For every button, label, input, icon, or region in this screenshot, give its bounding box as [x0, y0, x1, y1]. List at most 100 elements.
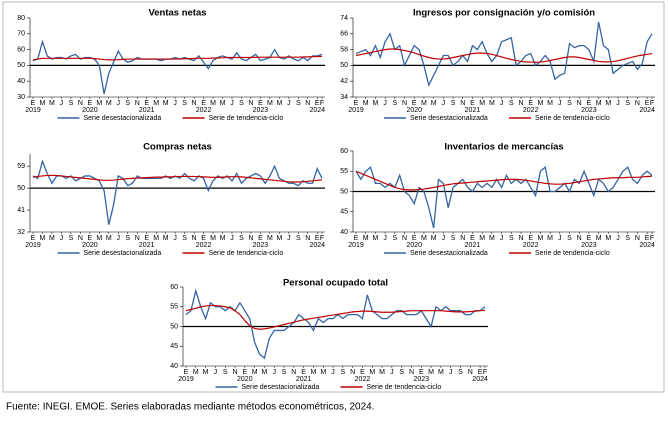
x-year-label: 2023: [253, 242, 269, 249]
chart-title: Ingresos por consignación y/o comisión: [413, 8, 595, 19]
x-tick-label: S: [451, 100, 456, 107]
y-tick-label: 60: [170, 284, 178, 291]
chart-title: Inventarios de mercancías: [444, 142, 563, 153]
x-tick-label: S: [282, 369, 287, 376]
x-tick-label: S: [239, 235, 244, 242]
x-year-label: 2024: [472, 376, 488, 383]
x-tick-label: J: [117, 100, 121, 107]
x-tick-label: E: [258, 235, 263, 242]
chart-title: Compras netas: [143, 142, 212, 153]
x-tick-label: M: [428, 369, 434, 376]
y-tick-label: 80: [17, 15, 25, 22]
x-tick-label: M: [596, 100, 602, 107]
x-tick-label: M: [267, 100, 273, 107]
x-tick-label: M: [163, 100, 169, 107]
x-tick-label: N: [192, 235, 197, 242]
x-year-label: 2024: [309, 107, 325, 114]
x-tick-label: N: [468, 369, 473, 376]
y-tick-label: 45: [340, 209, 348, 216]
x-tick-label: S: [182, 100, 187, 107]
x-tick-label: E: [587, 100, 592, 107]
x-tick-label: J: [331, 369, 335, 376]
x-tick-label: M: [596, 235, 602, 242]
x-tick-label: N: [402, 100, 407, 107]
y-tick-label: 74: [340, 15, 348, 22]
x-tick-label: E: [301, 369, 306, 376]
x-tick-label: S: [296, 235, 301, 242]
x-tick-label: E: [587, 235, 592, 242]
x-tick-label: J: [287, 235, 291, 242]
chart-title: Ventas netas: [148, 8, 206, 19]
x-tick-label: J: [383, 100, 387, 107]
x-year-label: 2022: [196, 242, 212, 249]
x-tick-label: S: [69, 100, 74, 107]
x-tick-label: M: [276, 235, 282, 242]
x-year-label: 2021: [139, 242, 155, 249]
series-line: [355, 170, 653, 191]
x-tick-label: N: [291, 369, 296, 376]
legend-label: Serie desestacionalizada: [84, 115, 162, 122]
series-line: [185, 288, 486, 360]
x-year-label: 2020: [406, 107, 422, 114]
x-tick-label: S: [125, 100, 130, 107]
x-tick-label: F: [320, 100, 324, 107]
x-tick-label: S: [296, 100, 301, 107]
x-tick-label: S: [341, 369, 346, 376]
x-year-label: 2019: [178, 376, 194, 383]
x-tick-label: S: [223, 369, 228, 376]
series-line: [32, 55, 323, 61]
x-tick-label: S: [69, 235, 74, 242]
y-tick-label: 42: [340, 78, 348, 85]
x-tick-label: E: [354, 235, 359, 242]
legend-label: Serie de tendencia-ciclo: [535, 250, 610, 257]
x-tick-label: F: [320, 235, 324, 242]
x-tick-label: M: [153, 235, 159, 242]
x-tick-label: E: [31, 100, 36, 107]
y-tick-label: 40: [340, 229, 348, 236]
x-tick-label: S: [567, 100, 572, 107]
x-tick-label: J: [442, 235, 446, 242]
x-tick-label: E: [412, 100, 417, 107]
x-tick-label: N: [248, 100, 253, 107]
x-year-label: 2020: [406, 242, 422, 249]
y-tick-label: 50: [340, 62, 348, 69]
x-tick-label: M: [49, 235, 55, 242]
x-year-label: 2023: [581, 107, 597, 114]
x-tick-label: E: [645, 235, 650, 242]
x-tick-label: J: [173, 100, 177, 107]
x-year-label: 2019: [25, 107, 41, 114]
y-tick-label: 40: [170, 363, 178, 370]
x-tick-label: S: [392, 235, 397, 242]
x-tick-label: M: [421, 100, 427, 107]
y-tick-label: 40: [17, 78, 25, 85]
x-tick-label: E: [412, 235, 417, 242]
x-tick-label: M: [547, 100, 553, 107]
x-tick-label: M: [40, 235, 46, 242]
x-year-label: 2023: [413, 376, 429, 383]
legend-label: Serie de tendencia-ciclo: [209, 115, 284, 122]
x-tick-label: M: [163, 235, 169, 242]
x-tick-label: E: [528, 100, 533, 107]
x-tick-label: E: [201, 100, 206, 107]
y-tick-label: 58: [340, 46, 348, 53]
x-year-label: 2020: [237, 376, 253, 383]
x-tick-label: N: [135, 235, 140, 242]
x-tick-label: M: [106, 235, 112, 242]
x-tick-label: M: [96, 100, 102, 107]
x-tick-label: F: [650, 100, 654, 107]
x-tick-label: E: [201, 235, 206, 242]
series-line: [185, 304, 486, 330]
x-tick-label: J: [173, 235, 177, 242]
x-tick-label: S: [509, 100, 514, 107]
x-year-label: 2021: [139, 107, 155, 114]
x-tick-label: E: [31, 235, 36, 242]
x-tick-label: S: [125, 235, 130, 242]
y-tick-label: 41: [17, 207, 25, 214]
x-tick-label: J: [500, 235, 504, 242]
x-tick-label: J: [558, 235, 562, 242]
x-tick-label: M: [431, 100, 437, 107]
x-year-label: 2020: [82, 242, 98, 249]
x-tick-label: M: [547, 235, 553, 242]
x-tick-label: N: [577, 235, 582, 242]
